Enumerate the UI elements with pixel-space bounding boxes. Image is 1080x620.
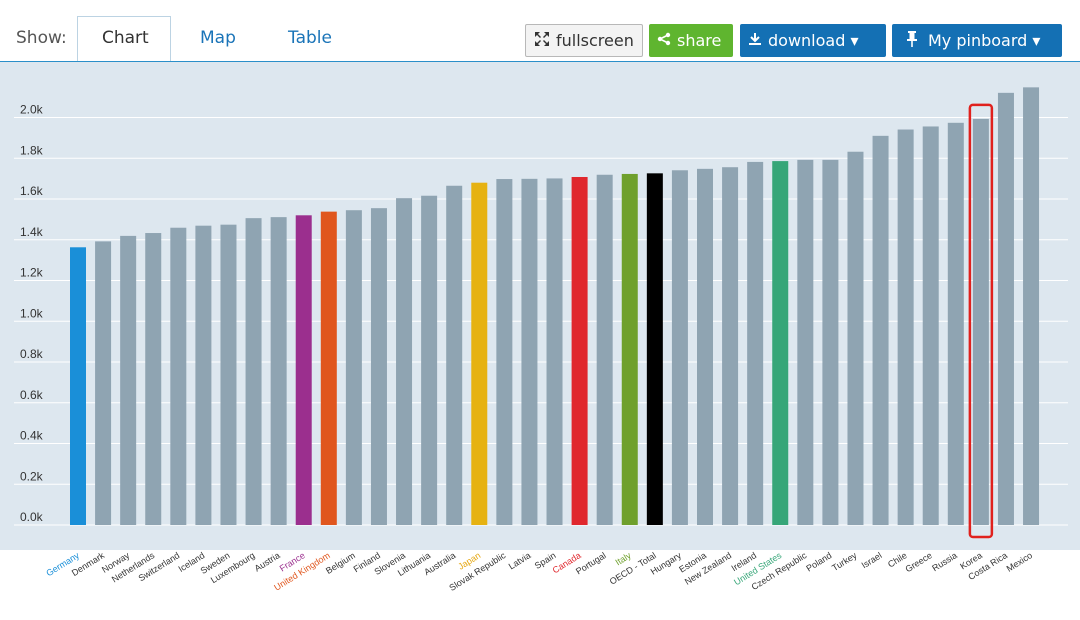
tab-chart[interactable]: Chart [102, 28, 149, 48]
x-tick-label: Russia [930, 550, 959, 573]
bar-france[interactable] [295, 215, 312, 526]
x-tick-label: Latvia [507, 550, 533, 571]
bar-slovenia[interactable] [396, 198, 413, 525]
bar-austria[interactable] [270, 217, 287, 526]
pin-icon [906, 30, 918, 51]
y-tick-label: 0.4k [20, 429, 44, 443]
y-tick-label: 0.0k [20, 510, 44, 524]
pinboard-label: My pinboard ▾ [928, 31, 1041, 50]
bar-norway[interactable] [120, 235, 137, 525]
bar-mexico[interactable] [1023, 87, 1040, 525]
highlight-box [968, 103, 994, 539]
bar-finland[interactable] [370, 208, 387, 525]
bar-poland[interactable] [822, 159, 839, 525]
bar-russia[interactable] [947, 122, 964, 526]
bar-united-kingdom[interactable] [320, 211, 337, 525]
bar-oecd-total[interactable] [646, 173, 663, 525]
y-tick-label: 1.0k [20, 306, 44, 320]
y-tick-label: 1.8k [20, 143, 44, 157]
download-button[interactable]: download ▾ [740, 24, 886, 57]
bar-latvia[interactable] [521, 178, 538, 526]
bar-greece[interactable] [922, 126, 939, 525]
bar-czech-republic[interactable] [797, 159, 814, 525]
bar-portugal[interactable] [596, 174, 613, 525]
tab-table[interactable]: Table [288, 28, 332, 48]
y-tick-label: 0.2k [20, 469, 44, 483]
bar-estonia[interactable] [697, 168, 713, 525]
x-tick-label: Belgium [324, 550, 357, 576]
bar-denmark[interactable] [95, 241, 112, 525]
chart-toolbar: Show: Chart Map Table fullscreen share [0, 0, 1080, 62]
bar-spain[interactable] [546, 178, 563, 525]
x-tick-label: Israel [860, 550, 884, 570]
download-icon [748, 31, 762, 50]
bar-chile[interactable] [897, 129, 914, 526]
bar-netherlands[interactable] [145, 233, 162, 525]
bar-italy[interactable] [621, 173, 638, 525]
bar-australia[interactable] [446, 185, 463, 525]
y-tick-label: 0.6k [20, 388, 44, 402]
bar-new-zealand[interactable] [722, 167, 739, 525]
tab-chart-frame [77, 16, 171, 62]
bar-costa-rica[interactable] [997, 92, 1014, 525]
x-tick-label: Turkey [830, 550, 859, 573]
bar-luxembourg[interactable] [245, 218, 262, 525]
y-tick-label: 0.8k [20, 347, 44, 361]
fullscreen-button[interactable]: fullscreen [525, 24, 643, 57]
share-button[interactable]: share [649, 24, 733, 57]
bar-japan[interactable] [471, 182, 488, 525]
x-tick-label: Poland [804, 550, 833, 573]
x-tick-label: Austria [253, 550, 282, 573]
y-tick-label: 1.6k [20, 184, 44, 198]
bar-canada[interactable] [571, 176, 588, 525]
pinboard-button[interactable]: My pinboard ▾ [892, 24, 1062, 57]
bar-switzerland[interactable] [170, 227, 187, 525]
bar-israel[interactable] [872, 135, 889, 525]
toolbar-divider [0, 61, 1080, 62]
y-tick-label: 1.2k [20, 266, 44, 280]
bar-korea[interactable] [972, 118, 989, 526]
download-label: download ▾ [768, 31, 859, 50]
bar-hungary[interactable] [671, 170, 688, 526]
y-tick-label: 2.0k [20, 103, 44, 117]
bar-turkey[interactable] [847, 151, 864, 526]
expand-arrows-icon [534, 31, 550, 51]
x-tick-label: Greece [903, 550, 933, 574]
share-icon [657, 31, 671, 50]
bar-belgium[interactable] [345, 210, 362, 526]
y-tick-label: 1.4k [20, 225, 44, 239]
bar-sweden[interactable] [220, 224, 237, 526]
show-label: Show: [16, 28, 67, 48]
x-tick-label: Mexico [1005, 550, 1034, 574]
tab-map[interactable]: Map [200, 28, 236, 48]
bar-lithuania[interactable] [421, 195, 438, 526]
share-label: share [677, 31, 722, 50]
bar-ireland[interactable] [747, 161, 764, 526]
bar-united-states[interactable] [772, 161, 789, 526]
bar-germany[interactable] [70, 247, 86, 525]
bar-slovak-republic[interactable] [496, 179, 513, 525]
bar-iceland[interactable] [195, 225, 212, 525]
fullscreen-label: fullscreen [556, 31, 634, 50]
